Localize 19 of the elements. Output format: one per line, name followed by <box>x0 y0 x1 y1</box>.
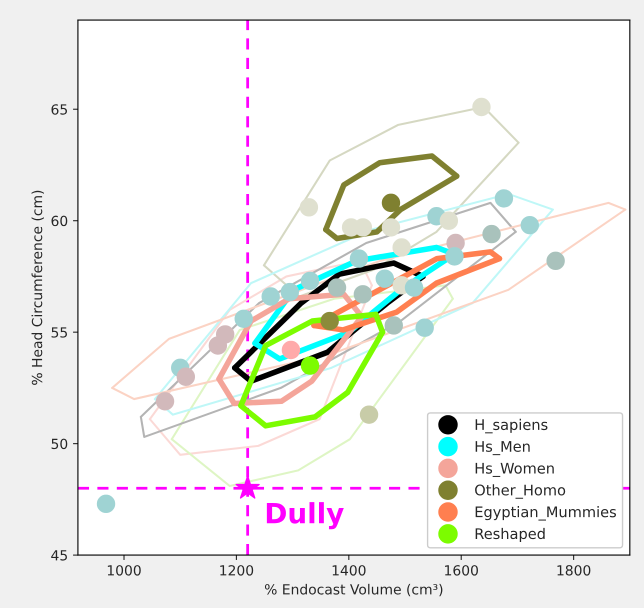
x-tick-label: 1400 <box>332 565 366 576</box>
legend-label: Other_Homo <box>475 484 566 499</box>
x-tick-label: 1000 <box>108 565 141 576</box>
x-axis-title: % Endocast Volume (cm³) <box>264 584 442 596</box>
y-tick-label: 50 <box>52 438 68 450</box>
x-tick-label: 1200 <box>220 565 254 576</box>
y-tick-label: 65 <box>52 104 67 115</box>
y-axis-title: % Head Circumference (cm) <box>32 190 44 385</box>
x-tick-label: 1600 <box>445 565 478 576</box>
y-tick-label: 45 <box>51 550 67 561</box>
annotation: Dully <box>266 502 344 530</box>
legend-label: Reshaped <box>476 528 545 542</box>
legend-label: H_sapiens <box>476 418 548 434</box>
legend-label: Egyptian_Mummies <box>476 506 616 521</box>
legend-label: Hs_Men <box>476 441 530 456</box>
y-tick-label: 55 <box>52 327 67 338</box>
x-tick-label: 1800 <box>557 565 590 576</box>
y-tick-label: 60 <box>52 216 68 226</box>
legend-label: Hs_Women <box>476 462 554 477</box>
